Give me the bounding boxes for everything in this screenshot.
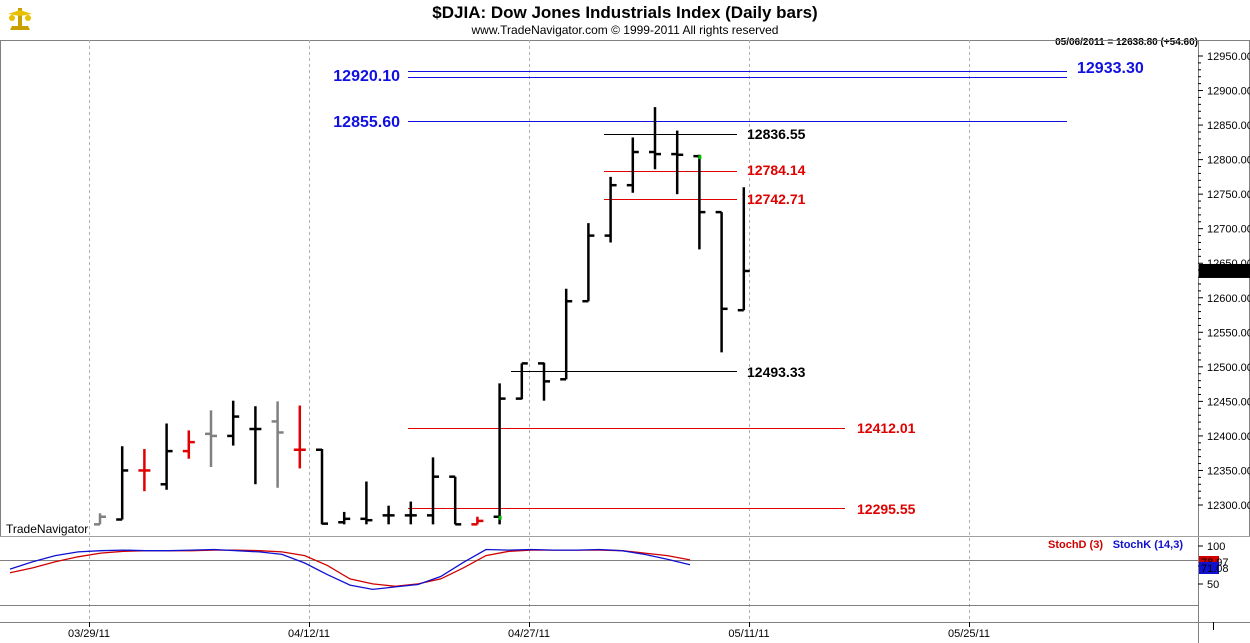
ohlc-bars xyxy=(94,107,750,526)
copyright-text: www.TradeNavigator.com © 1999-2011 All r… xyxy=(471,23,779,37)
x-tick-label-05/11/11: 05/11/11 xyxy=(728,628,769,640)
stoch-series-k xyxy=(9,548,691,591)
ohlc-bar-04/11/11 xyxy=(338,511,351,525)
level-label-12855.60: 12855.60 xyxy=(333,114,400,131)
ohlc-bar-04/15/11 xyxy=(427,457,439,525)
grid-lines xyxy=(89,40,970,622)
y-tick-label-12450.00: 12450.00 xyxy=(1207,396,1250,408)
y-tick-label-12300.00: 12300.00 xyxy=(1207,500,1250,512)
stoch-y-tick-label-100: 100 xyxy=(1207,541,1225,553)
y-tick-label-12550.00: 12550.00 xyxy=(1207,327,1250,339)
stoch-legend-0: StochD (3) xyxy=(1048,539,1103,551)
level-label-12493.33: 12493.33 xyxy=(747,364,806,380)
stoch-legend-1: StochK (14,3) xyxy=(1113,539,1184,551)
price-panel-frame xyxy=(0,40,1250,537)
level-label-12836.55: 12836.55 xyxy=(747,126,806,142)
ohlc-bar-03/29/11 xyxy=(138,449,151,492)
level-label-12784.14: 12784.14 xyxy=(747,162,806,178)
price-levels: 12933.30 12920.10 12855.60 12836.55 12784.14… xyxy=(333,60,1144,517)
watermark-text: TradeNavigator xyxy=(6,522,88,536)
ohlc-bar-03/31/11 xyxy=(182,430,195,459)
ohlc-bar-04/27/11 xyxy=(582,223,595,303)
x-tick-label-03/29/11: 03/29/11 xyxy=(68,628,110,640)
ohlc-bar-04/20/11 xyxy=(493,383,506,525)
level-label-12742.71: 12742.71 xyxy=(747,191,806,207)
ohlc-bar-04/18/11 xyxy=(449,475,462,526)
y-tick-label-12950.00: 12950.00 xyxy=(1207,51,1250,63)
stoch-last-label-1: 71.08 xyxy=(1201,563,1229,575)
y-tick-label-12900.00: 12900.00 xyxy=(1207,86,1250,98)
y-tick-label-12700.00: 12700.00 xyxy=(1207,224,1250,236)
ohlc-bar-04/01/11 xyxy=(205,410,217,468)
y-tick-label-12350.00: 12350.00 xyxy=(1207,465,1250,477)
ohlc-bar-04/29/11 xyxy=(626,137,639,193)
ohlc-bar-04/08/11 xyxy=(316,448,328,525)
x-tick-label-04/27/11: 04/27/11 xyxy=(508,628,550,640)
ohlc-bar-03/28/11 xyxy=(116,446,129,521)
y-tick-label-12800.00: 12800.00 xyxy=(1207,155,1250,167)
stoch-y-tick-label-50: 50 xyxy=(1207,579,1219,591)
panel-frames xyxy=(0,40,1250,643)
stoch-series-d xyxy=(9,549,691,587)
ohlc-bar-04/06/11 xyxy=(271,401,284,488)
ohlc-bar-03/30/11 xyxy=(160,423,173,490)
last-value-readout: 05/06/2011 = 12638.80 (+54.60) xyxy=(1055,37,1198,48)
chart-title: $DJIA: Dow Jones Industrials Index (Dail… xyxy=(432,3,817,22)
price-axis: 12300.00 12350.00 12400.00 12450.00 12500.00… xyxy=(1198,51,1250,512)
ohlc-bar-04/05/11 xyxy=(249,406,262,485)
y-tick-label-12400.00: 12400.00 xyxy=(1207,431,1250,443)
ohlc-bar-05/04/11 xyxy=(693,154,706,250)
level-label-12412.01: 12412.01 xyxy=(857,420,916,436)
x-tick-label-05/25/11: 05/25/11 xyxy=(948,628,990,640)
ohlc-bar-05/05/11 xyxy=(715,210,728,353)
level-label-12920.10: 12920.10 xyxy=(333,68,400,85)
ohlc-bar-05/06/11 xyxy=(737,187,750,312)
last-price-label: 12638.80 xyxy=(1201,266,1247,278)
ohlc-bar-04/14/11 xyxy=(404,501,417,525)
ohlc-bar-04/19/11 xyxy=(471,516,484,526)
date-axis: 03/29/11 04/12/11 04/27/11 05/11/11 05/25/11 xyxy=(68,622,1214,640)
ohlc-bar-04/13/11 xyxy=(382,505,395,525)
ohlc-bar-04/04/11 xyxy=(227,400,240,446)
ohlc-bar-03/25/11 xyxy=(94,513,106,526)
level-label-12295.55: 12295.55 xyxy=(857,501,916,517)
y-tick-label-12600.00: 12600.00 xyxy=(1207,293,1250,305)
green-tick-0 xyxy=(498,515,502,520)
y-tick-label-12850.00: 12850.00 xyxy=(1207,120,1250,132)
ohlc-bar-04/25/11 xyxy=(538,362,550,401)
green-tick-1 xyxy=(698,155,702,160)
level-label-12933.30: 12933.30 xyxy=(1077,60,1144,77)
ohlc-bar-05/02/11 xyxy=(649,107,661,170)
ohlc-bar-04/26/11 xyxy=(560,288,573,381)
trade-navigator-logo-icon xyxy=(8,8,32,30)
ohlc-bar-04/07/11 xyxy=(293,405,306,469)
ohlc-bar-05/03/11 xyxy=(671,130,684,195)
y-tick-label-12500.00: 12500.00 xyxy=(1207,362,1250,374)
x-tick-label-04/12/11: 04/12/11 xyxy=(288,628,330,640)
y-tick-label-12750.00: 12750.00 xyxy=(1207,189,1250,201)
ohlc-bar-04/21/11 xyxy=(515,362,528,400)
ohlc-bar-04/12/11 xyxy=(360,481,373,525)
ohlc-bar-04/28/11 xyxy=(604,176,617,243)
stoch-last-box-1 xyxy=(1199,562,1219,574)
last-price-box xyxy=(1199,263,1250,278)
